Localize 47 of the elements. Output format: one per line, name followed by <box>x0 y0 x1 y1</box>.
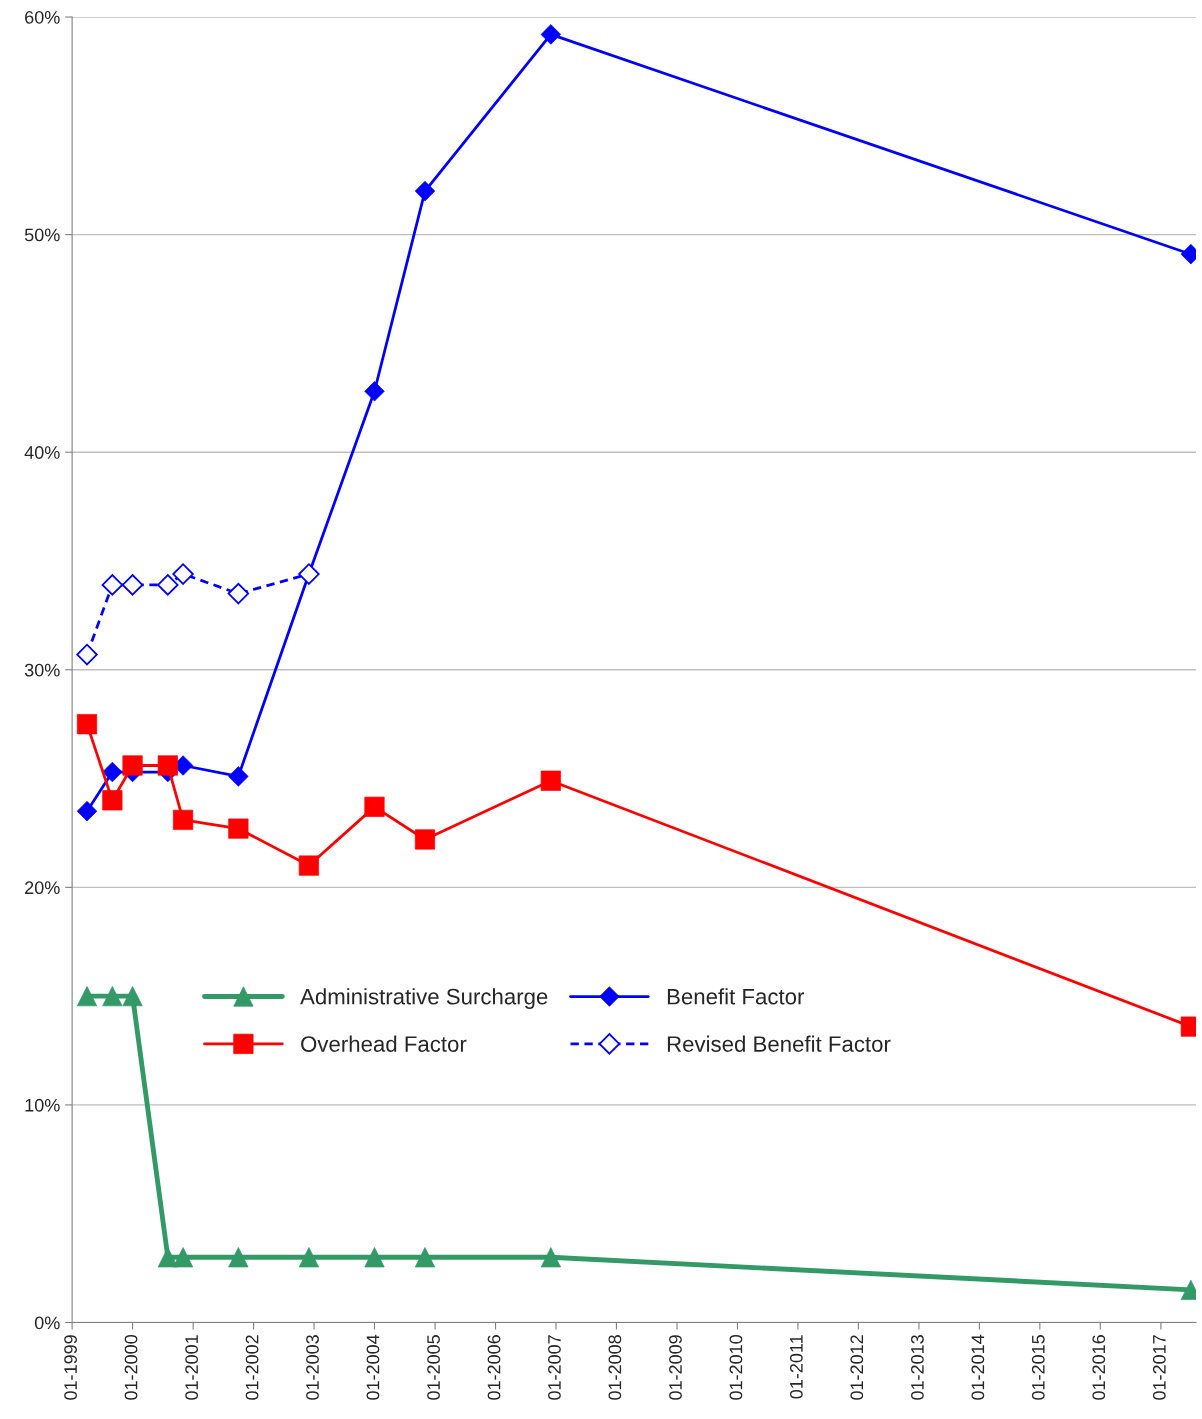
point <box>228 766 249 787</box>
x-tick-label: 01-2001 <box>185 1335 199 1400</box>
point <box>102 986 123 1007</box>
x-tick-label: 01-1999 <box>64 1335 77 1400</box>
x-tick-label: 01-2017 <box>1152 1335 1166 1400</box>
x-tick-label: 01-2005 <box>427 1335 440 1400</box>
y-tick-label: 60% <box>25 10 60 24</box>
x-tick-label: 01-2014 <box>971 1334 985 1400</box>
point <box>76 986 98 1007</box>
x-tick-label: 01-2009 <box>669 1335 682 1400</box>
y-tick-label: 50% <box>24 228 60 242</box>
legend-label: Administrative Surcharge <box>300 988 548 1009</box>
point <box>364 381 385 402</box>
y-tick-label: 40% <box>24 446 60 459</box>
point <box>172 809 194 830</box>
point <box>540 1247 561 1268</box>
point <box>121 574 144 596</box>
legend-label: Overhead Factor <box>301 1035 467 1052</box>
point <box>101 574 124 596</box>
x-tick-label: 01-2010 <box>729 1335 743 1400</box>
point <box>227 582 250 605</box>
x-tick-label: 01-2002 <box>245 1335 259 1400</box>
x-tick-label: 01-2006 <box>487 1335 501 1400</box>
point <box>540 24 562 45</box>
point <box>414 829 436 850</box>
y-tick-label: 0% <box>34 1316 60 1330</box>
x-tick-label: 01-2016 <box>1092 1335 1106 1400</box>
y-tick-label: 10% <box>25 1098 60 1112</box>
x-tick-label: 01-2004 <box>366 1334 380 1400</box>
point <box>298 855 319 876</box>
x-tick-label: 01-2012 <box>850 1335 864 1400</box>
point <box>172 563 194 585</box>
point <box>414 1247 436 1268</box>
x-tick-label: 01-2000 <box>124 1335 138 1400</box>
x-tick-label: 01-2007 <box>548 1335 561 1400</box>
y-tick-label: 20% <box>25 881 60 895</box>
point <box>157 574 179 596</box>
point <box>76 643 98 666</box>
x-tick-label: 01-2011 <box>789 1335 803 1399</box>
legend-label: Benefit Factor <box>667 988 805 1005</box>
y-tick-label: 30% <box>24 663 60 677</box>
x-tick-label: 01-2008 <box>608 1335 622 1400</box>
point <box>122 986 143 1007</box>
x-tick-label: 01-2003 <box>306 1335 319 1400</box>
legend-label: Revised Benefit Factor <box>667 1035 891 1052</box>
x-tick-label: 01-2013 <box>911 1335 924 1400</box>
x-tick-label: 01-2015 <box>1031 1335 1045 1400</box>
